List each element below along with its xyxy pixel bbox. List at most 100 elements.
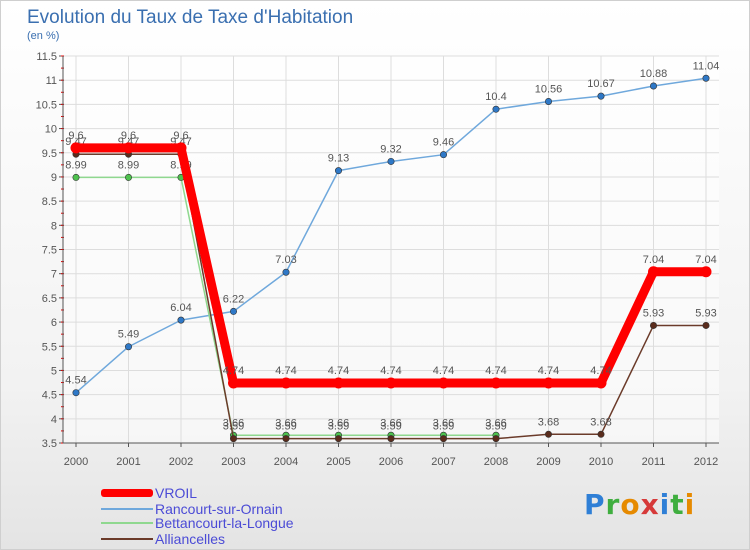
data-label-alliancelles: 3.59 (485, 421, 506, 433)
data-point-vroil (228, 377, 239, 389)
y-tick-label: 5 (51, 365, 57, 377)
data-point-alliancelles (230, 435, 238, 443)
logo-letter: i (659, 488, 671, 521)
x-tick-label: 2008 (484, 456, 508, 468)
data-point-alliancelles (702, 321, 710, 329)
logo-letter: t (670, 488, 685, 521)
data-label-bettancourt-la-longue: 3.66 (485, 417, 506, 429)
data-point-vroil (280, 377, 292, 389)
y-tick-label: 8.5 (42, 196, 57, 208)
data-label-alliancelles: 3.59 (275, 421, 296, 433)
data-label-vroil: 4.74 (590, 365, 611, 377)
data-point-rancourt-sur-ornain (597, 92, 605, 100)
x-tick-label: 2002 (169, 456, 193, 468)
data-label-rancourt-sur-ornain: 7.03 (275, 254, 296, 266)
data-point-vroil (700, 266, 712, 278)
data-label-vroil: 4.74 (328, 365, 349, 377)
data-point-vroil (595, 377, 607, 389)
y-tick-label: 7 (51, 269, 57, 281)
data-label-rancourt-sur-ornain: 9.32 (380, 143, 401, 155)
data-point-rancourt-sur-ornain (649, 82, 657, 90)
data-point-vroil (543, 377, 554, 389)
data-label-rancourt-sur-ornain: 9.13 (328, 153, 349, 165)
data-label-vroil: 4.74 (275, 365, 296, 377)
logo-letter: P (584, 488, 606, 521)
data-point-vroil (333, 377, 344, 389)
data-label-bettancourt-la-longue: 3.66 (380, 417, 401, 429)
legend-label-vroil: VROIL (155, 485, 198, 501)
data-point-alliancelles (334, 435, 342, 443)
logo-letter: r (605, 488, 621, 521)
x-tick-label: 2009 (536, 456, 560, 468)
data-point-alliancelles (387, 435, 395, 443)
data-label-alliancelles: 5.93 (643, 307, 664, 319)
data-point-alliancelles (597, 430, 605, 438)
data-point-alliancelles (439, 435, 447, 443)
legend-item-rancourt: Rancourt-sur-Ornain (101, 501, 283, 517)
data-point-bettancourt-la-longue (72, 173, 80, 181)
legend-swatch-rancourt (101, 508, 153, 510)
data-point-rancourt-sur-ornain (334, 167, 342, 175)
data-point-vroil (175, 142, 187, 154)
data-label-alliancelles: 3.59 (328, 421, 349, 433)
data-point-rancourt-sur-ornain (177, 316, 185, 324)
data-point-rancourt-sur-ornain (544, 97, 552, 105)
data-point-vroil (438, 377, 449, 389)
data-point-rancourt-sur-ornain (230, 307, 238, 315)
data-point-alliancelles (544, 430, 552, 438)
legend-swatch-alliancelles (101, 538, 153, 540)
chart-title: Evolution du Taux de Taxe d'Habitation (27, 7, 354, 28)
x-tick-label: 2000 (64, 456, 88, 468)
data-label-alliancelles: 3.59 (223, 421, 244, 433)
data-point-alliancelles (282, 435, 290, 443)
data-point-rancourt-sur-ornain (387, 157, 395, 165)
data-point-alliancelles (492, 435, 500, 443)
data-label-rancourt-sur-ornain: 5.49 (118, 329, 139, 341)
y-tick-label: 7.5 (42, 245, 57, 257)
logo-letter: i (684, 488, 696, 521)
y-tick-label: 10.5 (36, 99, 57, 111)
y-tick-label: 10 (45, 124, 57, 136)
data-label-rancourt-sur-ornain: 10.88 (640, 68, 668, 80)
y-tick-label: 8 (51, 220, 57, 232)
data-label-vroil: 4.74 (223, 365, 244, 377)
data-label-alliancelles: 5.93 (695, 307, 716, 319)
data-label-bettancourt-la-longue: 3.66 (433, 417, 454, 429)
data-point-vroil (648, 266, 659, 278)
legend-label-bettancourt: Bettancourt-la-Longue (155, 515, 294, 531)
data-label-alliancelles: 3.68 (590, 416, 611, 428)
data-label-bettancourt-la-longue: 8.99 (118, 159, 139, 171)
data-label-rancourt-sur-ornain: 4.54 (65, 375, 86, 387)
data-label-alliancelles: 3.59 (380, 421, 401, 433)
x-tick-label: 2007 (431, 456, 455, 468)
data-label-vroil: 4.74 (538, 365, 559, 377)
data-label-rancourt-sur-ornain: 6.22 (223, 293, 244, 305)
data-point-bettancourt-la-longue (125, 173, 133, 181)
logo-letter: o (620, 488, 641, 521)
data-label-rancourt-sur-ornain: 10.4 (485, 91, 506, 103)
data-point-rancourt-sur-ornain (125, 343, 133, 351)
y-tick-label: 9 (51, 172, 57, 184)
data-label-vroil: 4.74 (485, 365, 506, 377)
y-tick-label: 11 (46, 75, 57, 87)
y-tick-label: 11.5 (36, 51, 57, 63)
data-label-rancourt-sur-ornain: 9.46 (433, 137, 454, 149)
y-tick-label: 6 (51, 317, 57, 329)
data-label-rancourt-sur-ornain: 10.67 (587, 78, 615, 90)
data-label-bettancourt-la-longue: 3.66 (223, 417, 244, 429)
data-label-alliancelles: 3.59 (433, 421, 454, 433)
x-tick-label: 2004 (274, 456, 298, 468)
y-tick-label: 5.5 (42, 341, 57, 353)
data-point-vroil (70, 142, 82, 154)
data-label-rancourt-sur-ornain: 10.56 (535, 83, 563, 95)
y-tick-label: 4.5 (42, 390, 57, 402)
data-label-vroil: 9.6 (173, 130, 188, 142)
data-label-vroil: 9.6 (121, 130, 136, 142)
legend-label-rancourt: Rancourt-sur-Ornain (155, 501, 283, 517)
x-tick-label: 2006 (379, 456, 403, 468)
data-label-vroil: 4.74 (380, 365, 401, 377)
legend-label-alliancelles: Alliancelles (155, 531, 226, 547)
x-tick-label: 2001 (116, 456, 140, 468)
